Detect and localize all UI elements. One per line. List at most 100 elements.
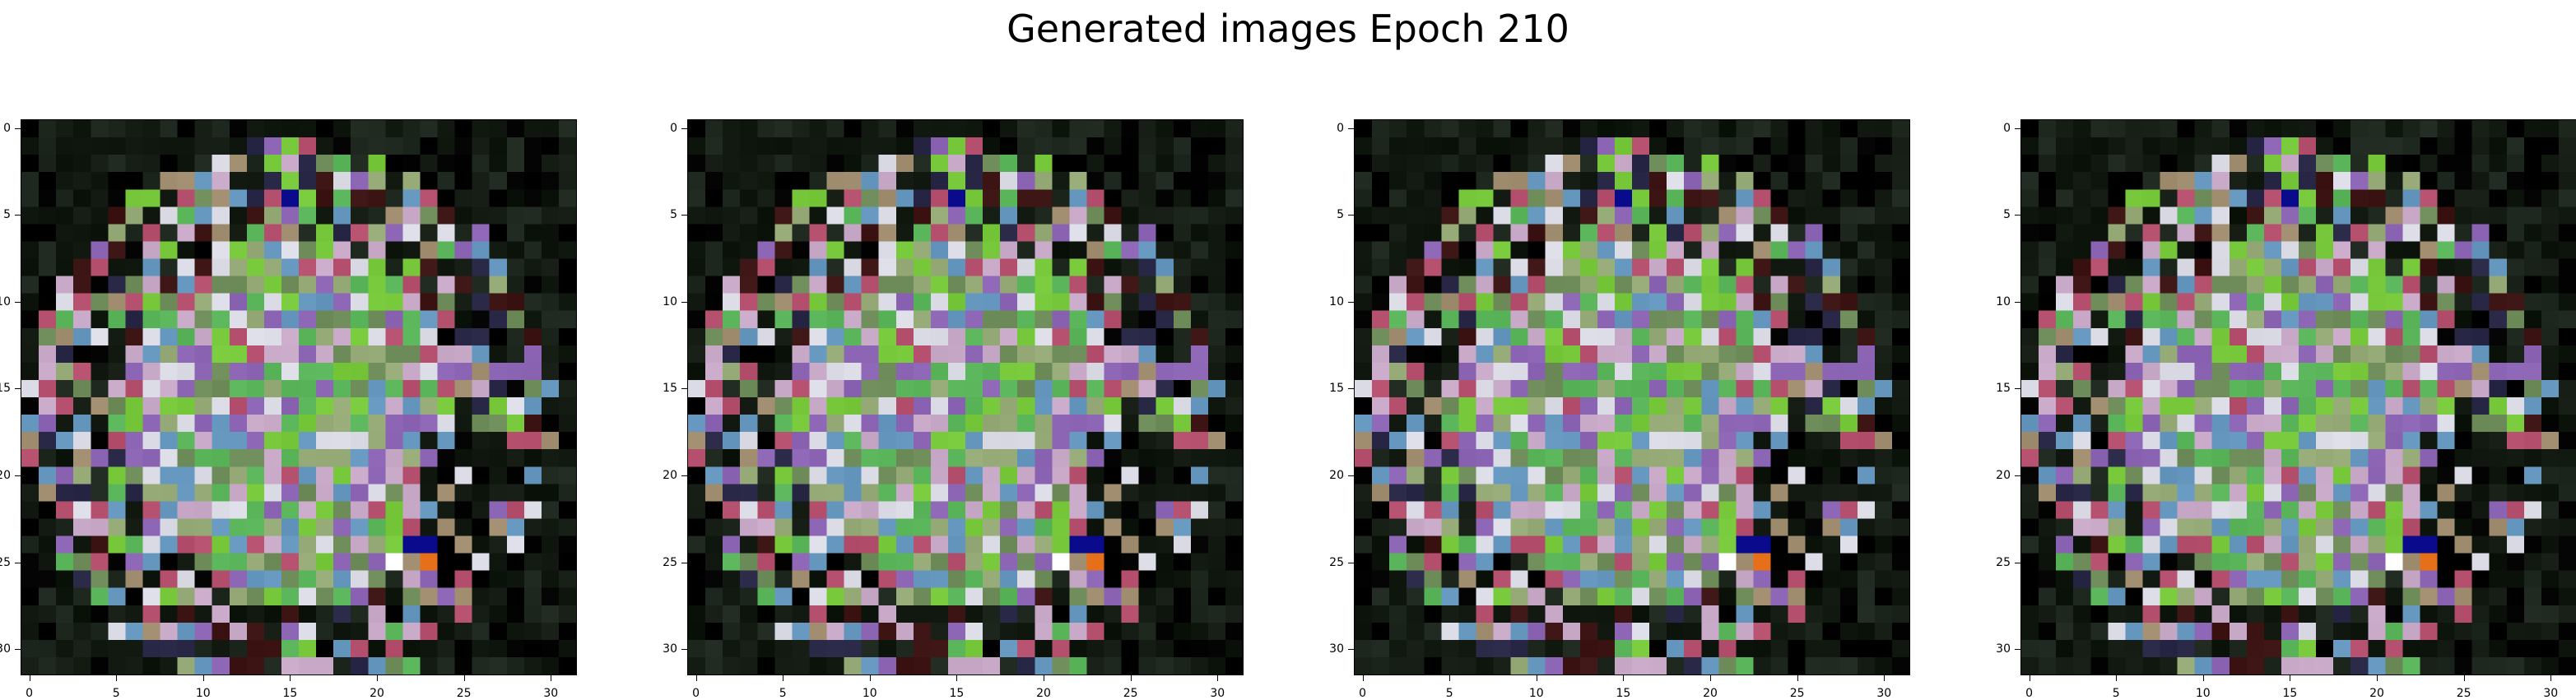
x-tick-label: 10 [1528,687,1544,700]
x-tick-mark [290,675,291,681]
y-tick-label: 25 [1329,555,1344,569]
generated-image-4 [2020,119,2576,675]
x-tick-mark [1217,675,1219,681]
y-tick-label: 0 [3,121,11,135]
y-tick-label: 20 [1329,469,1344,483]
y-tick-label: 15 [1329,382,1344,396]
x-tick-mark [116,675,118,681]
x-tick-label: 0 [2025,687,2034,700]
x-tick-mark [1130,675,1132,681]
x-tick-label: 25 [456,687,472,700]
y-tick-label: 30 [1329,642,1344,656]
y-tick-mark [15,127,21,129]
y-tick-mark [681,215,687,216]
y-tick-mark [1348,388,1354,390]
x-tick-label: 20 [2369,687,2384,700]
generated-image-3 [1354,119,1910,675]
x-tick-label: 0 [1359,687,1367,700]
y-tick-label: 5 [1337,208,1344,222]
x-tick-label: 30 [543,687,559,700]
y-tick-mark [681,475,687,477]
x-tick-label: 25 [1789,687,1805,700]
x-tick-label: 25 [1123,687,1138,700]
y-tick-label: 0 [670,121,677,135]
x-tick-label: 5 [779,687,787,700]
generated-image-2 [687,119,1244,675]
x-tick-mark [1449,675,1451,681]
y-tick-label: 15 [1996,382,2011,396]
y-tick-mark [1348,475,1354,477]
figure-title: Generated images Epoch 210 [1007,7,1569,51]
x-tick-label: 5 [1445,687,1453,700]
y-tick-label: 0 [2003,121,2011,135]
y-tick-mark [2015,475,2020,477]
y-tick-mark [15,388,21,390]
y-tick-mark [681,301,687,303]
x-tick-mark [2202,675,2204,681]
y-tick-mark [1348,649,1354,651]
y-tick-label: 5 [2003,208,2011,222]
y-tick-mark [1348,127,1354,129]
y-tick-mark [681,127,687,129]
y-tick-mark [681,388,687,390]
y-tick-label: 30 [1996,642,2011,656]
y-tick-label: 5 [670,208,677,222]
y-tick-label: 10 [1996,294,2011,308]
x-tick-mark [463,675,465,681]
x-tick-mark [1362,675,1364,681]
x-tick-label: 20 [370,687,384,700]
x-tick-mark [1710,675,1712,681]
y-tick-mark [15,301,21,303]
y-tick-label: 20 [663,469,677,483]
x-tick-label: 0 [26,687,34,700]
y-tick-mark [15,475,21,477]
image-panel-4: 0 5 10 15 20 25 30 0 5 10 15 20 25 30 [1996,119,2576,700]
x-tick-mark [2116,675,2118,681]
y-tick-label: 10 [663,294,677,308]
x-tick-label: 5 [2112,687,2120,700]
x-tick-label: 0 [692,687,700,700]
x-tick-mark [1884,675,1886,681]
y-tick-mark [2015,215,2020,216]
x-tick-mark [2377,675,2378,681]
y-tick-mark [15,215,21,216]
image-panel-1: 0 5 10 15 20 25 30 0 5 10 15 20 25 30 [0,119,577,700]
x-tick-label: 15 [1616,687,1631,700]
y-tick-label: 5 [3,208,11,222]
y-tick-label: 30 [0,642,11,656]
x-tick-mark [377,675,379,681]
x-tick-label: 20 [1703,687,1718,700]
x-tick-label: 15 [2282,687,2298,700]
y-tick-label: 25 [663,555,677,569]
image-panel-2: 0 5 10 15 20 25 30 0 5 10 15 20 25 30 [663,119,1244,700]
x-tick-label: 10 [2195,687,2211,700]
x-tick-label: 30 [1210,687,1225,700]
y-tick-label: 15 [663,382,677,396]
y-tick-mark [1348,215,1354,216]
image-panel-3: 0 5 10 15 20 25 30 0 5 10 15 20 25 30 [1329,119,1910,700]
y-tick-label: 20 [0,469,11,483]
y-tick-mark [2015,301,2020,303]
y-tick-mark [2015,649,2020,651]
generated-image-1 [21,119,577,675]
x-tick-mark [2550,675,2552,681]
x-tick-label: 30 [2543,687,2559,700]
x-tick-mark [202,675,204,681]
x-tick-label: 20 [1036,687,1051,700]
y-tick-label: 25 [1996,555,2011,569]
y-tick-mark [15,649,21,651]
x-tick-mark [1623,675,1625,681]
y-tick-label: 0 [1337,121,1344,135]
y-tick-label: 30 [663,642,677,656]
x-tick-mark [956,675,958,681]
x-tick-mark [1797,675,1798,681]
y-tick-label: 10 [0,294,11,308]
y-tick-label: 25 [0,555,11,569]
x-tick-mark [2463,675,2465,681]
x-tick-mark [869,675,871,681]
x-tick-label: 30 [1876,687,1892,700]
x-tick-label: 10 [862,687,877,700]
y-tick-mark [2015,388,2020,390]
y-tick-label: 20 [1996,469,2011,483]
y-tick-label: 10 [1329,294,1344,308]
